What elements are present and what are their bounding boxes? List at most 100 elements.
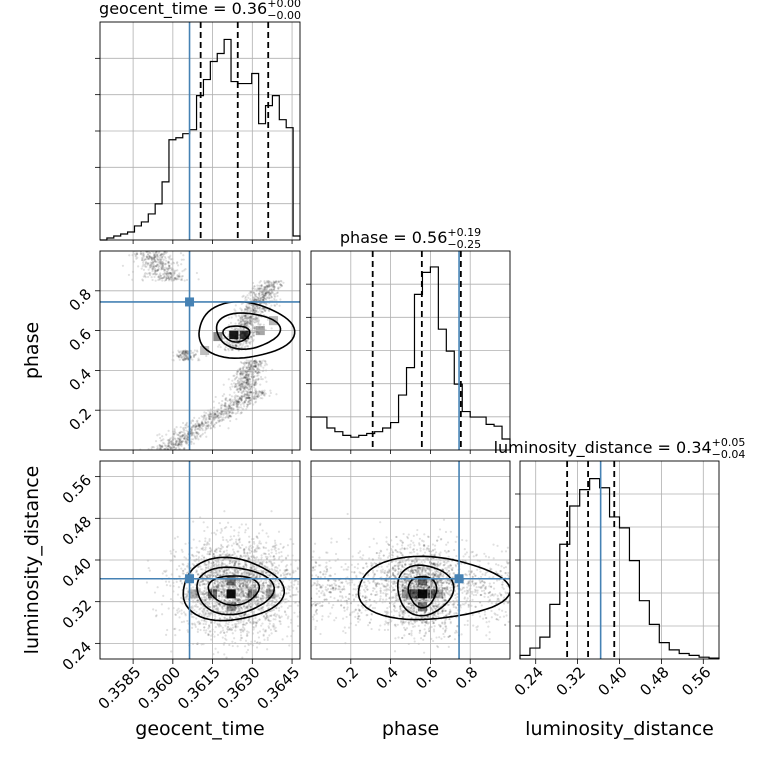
- scatter-point-geocent_time-vs-phase-2549: [261, 293, 264, 296]
- scatter-point-geocent_time-vs-phase-1451: [253, 381, 256, 385]
- scatter-point-geocent_time-vs-luminosity_distance-1087: [233, 637, 236, 640]
- scatter-point-geocent_time-vs-phase-677: [235, 344, 238, 347]
- scatter-point-geocent_time-vs-phase-788: [243, 405, 246, 408]
- scatter-point-geocent_time-vs-phase-2208: [153, 267, 156, 270]
- scatter-point-geocent_time-vs-phase-1589: [238, 384, 241, 387]
- scatter-point-geocent_time-vs-phase-619: [223, 404, 226, 407]
- scatter-point-geocent_time-vs-luminosity_distance-1983: [288, 644, 291, 647]
- scatter-point-geocent_time-vs-phase-1528: [258, 323, 261, 327]
- scatter-point-geocent_time-vs-phase-1530: [241, 377, 244, 380]
- scatter-point-geocent_time-vs-phase-1686: [243, 376, 246, 379]
- scatter-point-geocent_time-vs-phase-554: [181, 358, 184, 361]
- scatter-point-geocent_time-vs-phase-2470: [253, 285, 256, 288]
- scatter-point-geocent_time-vs-phase-2140: [169, 271, 172, 275]
- scatter-point-geocent_time-vs-luminosity_distance-1216: [249, 544, 252, 547]
- scatter-point-geocent_time-vs-luminosity_distance-1284: [190, 613, 193, 616]
- scatter-point-geocent_time-vs-luminosity_distance-220: [245, 606, 248, 609]
- scatter-point-geocent_time-vs-phase-1071: [253, 365, 257, 368]
- scatter-point-geocent_time-vs-luminosity_distance-2272: [225, 569, 228, 573]
- scatter-point-geocent_time-vs-phase-1133: [178, 435, 181, 438]
- scatter-point-geocent_time-vs-phase-976: [234, 377, 237, 380]
- scatter-point-geocent_time-vs-phase-2026: [245, 322, 248, 325]
- scatter-point-geocent_time-vs-phase-567: [243, 379, 246, 382]
- scatter-point-geocent_time-vs-phase-1306: [169, 272, 172, 275]
- scatter-point-geocent_time-vs-phase-143: [241, 315, 244, 319]
- scatter-point-geocent_time-vs-luminosity_distance-486: [182, 620, 186, 623]
- scatter-point-geocent_time-vs-luminosity_distance-356: [162, 594, 165, 597]
- scatter-point-geocent_time-vs-phase-222: [145, 251, 149, 253]
- scatter-point-geocent_time-vs-phase-444: [257, 323, 260, 326]
- scatter-point-geocent_time-vs-phase-159: [239, 371, 242, 374]
- scatter-point-geocent_time-vs-phase-1155: [183, 434, 186, 437]
- scatter-point-geocent_time-vs-phase-1868: [257, 395, 260, 398]
- scatter-point-geocent_time-vs-luminosity_distance-1686: [267, 625, 270, 628]
- scatter-point-geocent_time-vs-phase-252: [246, 403, 250, 406]
- scatter-point-geocent_time-vs-phase-2199: [244, 314, 247, 318]
- scatter-point-geocent_time-vs-phase-1723: [249, 340, 253, 343]
- scatter-point-geocent_time-vs-phase-756: [261, 389, 264, 392]
- scatter-point-geocent_time-vs-luminosity_distance-86: [204, 592, 207, 596]
- scatter-point-geocent_time-vs-luminosity_distance-1385: [282, 572, 285, 575]
- scatter-point-geocent_time-vs-phase-1426: [148, 271, 151, 274]
- scatter-point-geocent_time-vs-luminosity_distance-555: [228, 643, 231, 647]
- scatter-point-geocent_time-vs-phase-2250: [247, 377, 251, 380]
- scatter-point-geocent_time-vs-phase-2064: [177, 351, 181, 354]
- scatter-point-geocent_time-vs-phase-1462: [275, 393, 278, 396]
- scatter-point-geocent_time-vs-phase-2023: [170, 268, 173, 272]
- scatter-point-geocent_time-vs-phase-804: [172, 262, 176, 265]
- scatter-point-geocent_time-vs-phase-1834: [264, 292, 267, 295]
- scatter-point-geocent_time-vs-phase-2419: [170, 276, 173, 279]
- density-cell-geocent_time-vs-phase-4: [200, 345, 210, 356]
- scatter-point-geocent_time-vs-phase-616: [268, 290, 271, 294]
- scatter-point-geocent_time-vs-luminosity_distance-242: [223, 510, 226, 513]
- scatter-point-geocent_time-vs-phase-2095: [158, 273, 161, 276]
- scatter-point-geocent_time-vs-luminosity_distance-185: [177, 607, 180, 610]
- scatter-point-geocent_time-vs-phase-1979: [165, 272, 168, 275]
- scatter-point-geocent_time-vs-phase-1913: [221, 410, 224, 413]
- scatter-point-geocent_time-vs-phase-355: [264, 287, 267, 290]
- scatter-point-geocent_time-vs-phase-627: [258, 360, 261, 363]
- scatter-point-geocent_time-vs-phase-0: [241, 318, 244, 321]
- scatter-point-geocent_time-vs-phase-632: [252, 372, 255, 375]
- scatter-point-geocent_time-vs-phase-2217: [152, 446, 156, 449]
- scatter-point-geocent_time-vs-luminosity_distance-42: [237, 589, 240, 593]
- scatter-point-geocent_time-vs-phase-900: [234, 327, 238, 330]
- scatter-point-geocent_time-vs-phase-382: [170, 272, 173, 275]
- scatter-point-geocent_time-vs-phase-838: [238, 367, 241, 370]
- scatter-point-geocent_time-vs-phase-1416: [245, 379, 248, 382]
- scatter-point-geocent_time-vs-phase-2325: [173, 429, 176, 432]
- scatter-point-geocent_time-vs-phase-1895: [135, 252, 139, 256]
- scatter-point-geocent_time-vs-phase-1625: [196, 419, 199, 422]
- scatter-point-geocent_time-vs-luminosity_distance-2034: [207, 633, 210, 637]
- scatter-point-geocent_time-vs-phase-1774: [253, 327, 256, 330]
- scatter-point-geocent_time-vs-phase-1369: [169, 258, 173, 261]
- scatter-point-geocent_time-vs-phase-1967: [254, 364, 258, 367]
- scatter-point-geocent_time-vs-phase-750: [233, 401, 236, 404]
- scatter-point-geocent_time-vs-phase-1082: [162, 441, 165, 444]
- scatter-point-geocent_time-vs-phase-1554: [232, 374, 235, 377]
- scatter-point-geocent_time-vs-phase-1908: [266, 284, 269, 287]
- scatter-point-geocent_time-vs-luminosity_distance-2238: [249, 620, 252, 624]
- scatter-point-geocent_time-vs-phase-2360: [262, 307, 265, 310]
- scatter-point-geocent_time-vs-phase-2127: [262, 294, 265, 298]
- scatter-point-geocent_time-vs-phase-2302: [240, 383, 243, 386]
- scatter-point-geocent_time-vs-phase-848: [208, 417, 211, 421]
- scatter-point-geocent_time-vs-luminosity_distance-2110: [285, 564, 289, 567]
- scatter-point-geocent_time-vs-phase-1081: [222, 337, 226, 340]
- scatter-point-geocent_time-vs-luminosity_distance-241: [252, 611, 255, 614]
- scatter-point-geocent_time-vs-phase-2093: [147, 255, 151, 258]
- scatter-point-geocent_time-vs-phase-903: [147, 253, 150, 256]
- scatter-point-geocent_time-vs-luminosity_distance-1288: [295, 588, 298, 591]
- scatter-point-geocent_time-vs-phase-1356: [186, 438, 190, 441]
- scatter-point-geocent_time-vs-phase-855: [262, 287, 265, 290]
- scatter-point-geocent_time-vs-phase-2544: [239, 379, 242, 382]
- scatter-point-geocent_time-vs-phase-2275: [185, 423, 188, 426]
- scatter-point-geocent_time-vs-luminosity_distance-539: [221, 552, 224, 556]
- scatter-point-geocent_time-vs-luminosity_distance-2356: [267, 618, 270, 622]
- scatter-point-geocent_time-vs-phase-373: [273, 286, 276, 289]
- scatter-point-geocent_time-vs-phase-511: [274, 292, 277, 295]
- scatter-point-geocent_time-vs-phase-1952: [178, 432, 182, 435]
- scatter-point-geocent_time-vs-phase-1396: [146, 275, 150, 279]
- scatter-point-geocent_time-vs-phase-1431: [147, 448, 150, 450]
- scatter-point-geocent_time-vs-luminosity_distance-351: [286, 617, 289, 620]
